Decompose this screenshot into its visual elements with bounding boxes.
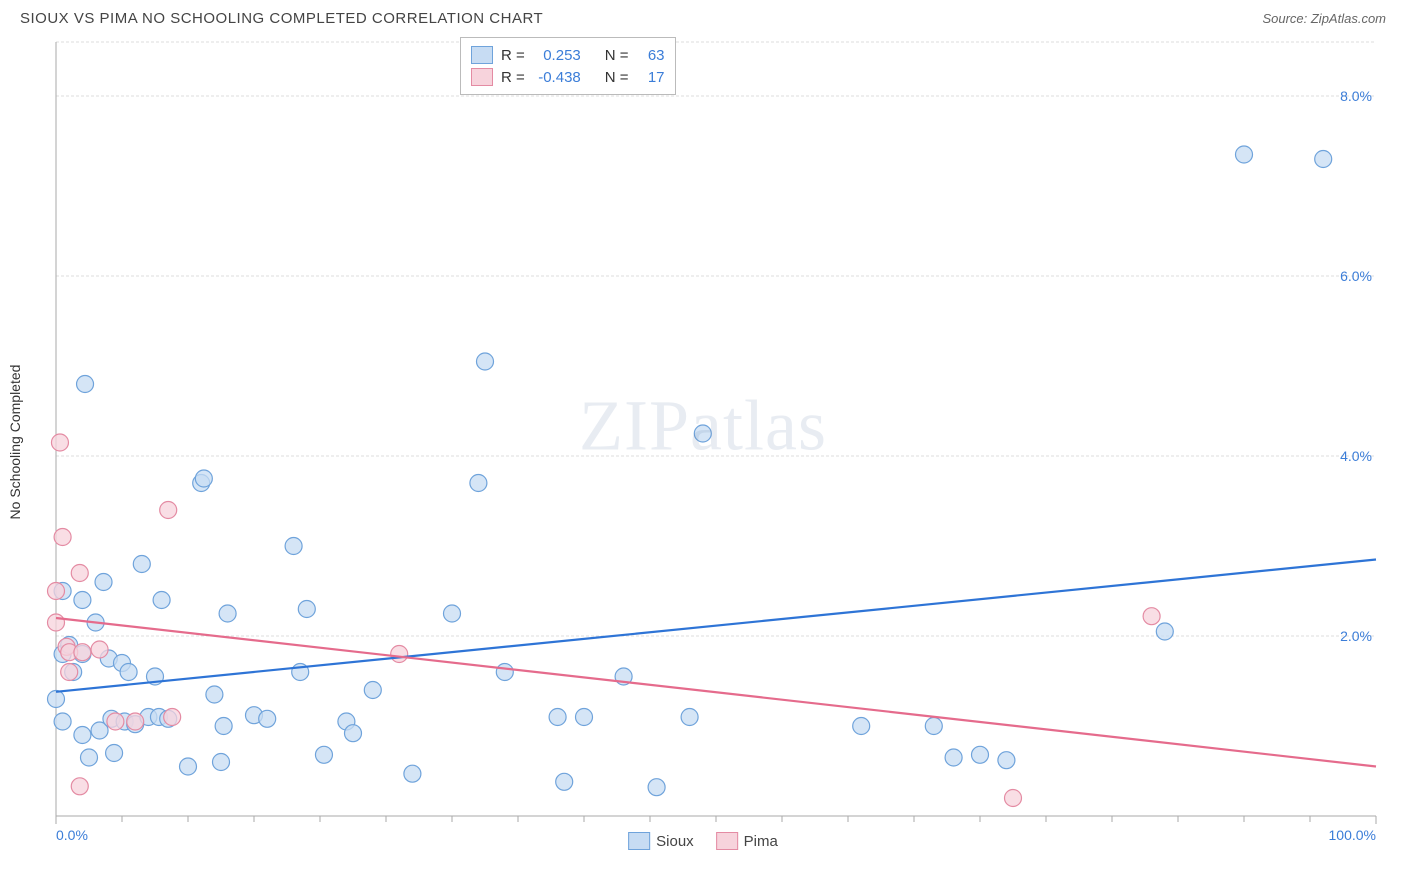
legend-swatch bbox=[628, 832, 650, 850]
stats-legend-row: R = 0.253 N = 63 bbox=[471, 44, 665, 66]
n-label: N = bbox=[605, 47, 629, 64]
legend-swatch bbox=[716, 832, 738, 850]
n-label: N = bbox=[605, 69, 629, 86]
n-value: 63 bbox=[637, 47, 665, 64]
series-legend-item: Sioux bbox=[628, 832, 694, 850]
y-axis-label: No Schooling Completed bbox=[7, 365, 23, 520]
r-value: -0.438 bbox=[533, 69, 581, 86]
r-value: 0.253 bbox=[533, 47, 581, 64]
chart-title: SIOUX VS PIMA NO SCHOOLING COMPLETED COR… bbox=[20, 10, 543, 27]
svg-text:4.0%: 4.0% bbox=[1340, 448, 1372, 464]
series-legend-item: Pima bbox=[716, 832, 778, 850]
r-label: R = bbox=[501, 69, 525, 86]
correlation-scatter-chart: 2.0% 4.0% 6.0% 8.0% 0.0% 100.0% bbox=[10, 32, 1396, 852]
series-legend-label: Pima bbox=[744, 833, 778, 850]
stats-legend-row: R = -0.438 N = 17 bbox=[471, 66, 665, 88]
series-legend: Sioux Pima bbox=[628, 832, 778, 850]
series-legend-label: Sioux bbox=[656, 833, 694, 850]
n-value: 17 bbox=[637, 69, 665, 86]
svg-text:0.0%: 0.0% bbox=[56, 827, 88, 843]
r-label: R = bbox=[501, 47, 525, 64]
svg-text:8.0%: 8.0% bbox=[1340, 88, 1372, 104]
legend-swatch bbox=[471, 68, 493, 86]
chart-header: SIOUX VS PIMA NO SCHOOLING COMPLETED COR… bbox=[10, 10, 1396, 32]
svg-text:100.0%: 100.0% bbox=[1329, 827, 1376, 843]
chart-container: No Schooling Completed 2.0% 4.0% 6.0% 8.0% 0… bbox=[10, 32, 1396, 852]
stats-legend: R = 0.253 N = 63 R = -0.438 N = 17 bbox=[460, 37, 676, 95]
legend-swatch bbox=[471, 46, 493, 64]
svg-text:6.0%: 6.0% bbox=[1340, 268, 1372, 284]
chart-source: Source: ZipAtlas.com bbox=[1262, 11, 1386, 26]
svg-text:2.0%: 2.0% bbox=[1340, 628, 1372, 644]
